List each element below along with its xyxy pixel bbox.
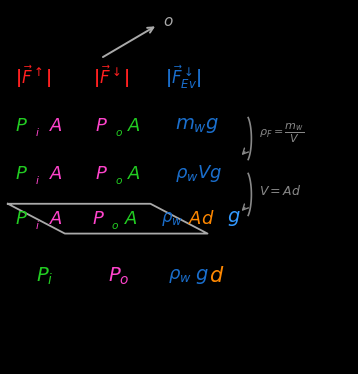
- Text: |$\vec{F}$$^{\downarrow}_{Ev}$|: |$\vec{F}$$^{\downarrow}_{Ev}$|: [165, 63, 201, 91]
- Text: $A$: $A$: [49, 210, 63, 228]
- Text: |$\vec{F}$$^{\uparrow}$|: |$\vec{F}$$^{\uparrow}$|: [15, 64, 52, 91]
- Text: $g$: $g$: [195, 267, 209, 286]
- Text: $P_o$: $P_o$: [108, 266, 129, 287]
- Text: $P$: $P$: [95, 117, 108, 135]
- Text: $_o$: $_o$: [115, 124, 123, 139]
- Text: $P$: $P$: [15, 117, 28, 135]
- Text: $A$: $A$: [49, 165, 63, 183]
- Text: $A$: $A$: [49, 117, 63, 135]
- Text: $g$: $g$: [227, 209, 241, 228]
- Text: $d$: $d$: [209, 266, 225, 286]
- Text: $_i$: $_i$: [35, 124, 40, 139]
- Text: $\rho_w$: $\rho_w$: [168, 267, 192, 285]
- Text: $\rho_F = \dfrac{m_w}{V}$: $\rho_F = \dfrac{m_w}{V}$: [259, 121, 304, 145]
- Text: |$\vec{F}$$^{\downarrow}$|: |$\vec{F}$$^{\downarrow}$|: [93, 64, 130, 91]
- Text: $\rho_w V g$: $\rho_w V g$: [175, 163, 223, 184]
- Text: $A$: $A$: [127, 117, 141, 135]
- Text: $P$: $P$: [92, 210, 105, 228]
- Text: $P_i$: $P_i$: [37, 266, 54, 287]
- Text: o: o: [163, 14, 172, 29]
- Text: $_o$: $_o$: [115, 172, 123, 187]
- Text: $A$: $A$: [127, 165, 141, 183]
- Text: $Ad$: $Ad$: [188, 210, 215, 228]
- Text: $m_w g$: $m_w g$: [175, 116, 220, 135]
- Text: $_i$: $_i$: [35, 217, 40, 232]
- Text: $\rho_w$: $\rho_w$: [161, 210, 183, 228]
- Text: $_i$: $_i$: [35, 172, 40, 187]
- Text: $_o$: $_o$: [111, 217, 120, 232]
- Text: $P$: $P$: [15, 165, 28, 183]
- Text: $A$: $A$: [124, 210, 138, 228]
- Text: $P$: $P$: [15, 210, 28, 228]
- Text: $V = Ad$: $V = Ad$: [259, 184, 302, 198]
- Text: $P$: $P$: [95, 165, 108, 183]
